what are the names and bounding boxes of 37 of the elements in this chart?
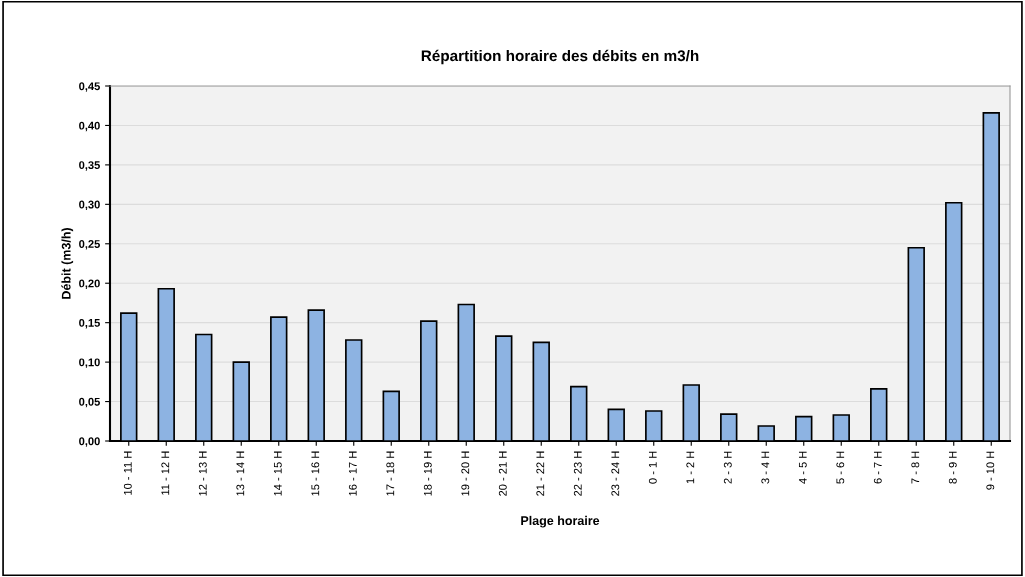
x-tick-label: 18 - 19 H [423,451,432,496]
x-tick-label: 4 - 5 H [798,451,807,484]
x-tick-label: 0 - 1 H [648,451,657,484]
x-tick-label: 20 - 21 H [498,451,507,496]
y-tick-label: 0,30 [79,200,100,211]
y-tick-label: 0,35 [79,161,100,171]
x-tick-label: 21 - 22 H [536,451,545,496]
x-tick-label: 11 - 12 H [161,451,170,495]
x-tick-label: 5 - 6 H [836,451,845,484]
x-tick-label: 14 - 15 H [273,451,282,496]
x-tick-label: 19 - 20 H [461,451,470,496]
y-tick-label: 0,20 [79,279,100,289]
y-tick-label: 0,00 [79,437,100,447]
x-tick-label: 17 - 18 H [386,451,395,496]
x-tick-label: 2 - 3 H [723,451,732,484]
x-tick-label: 3 - 4 H [761,451,770,484]
x-tick-label: 7 - 8 H [911,451,920,484]
x-tick-label: 22 - 23 H [573,451,582,496]
x-tick-label: 23 - 24 H [611,451,620,496]
y-tick-label: 0,05 [79,397,100,408]
x-tick-label: 12 - 13 H [198,451,207,496]
x-tick-label: 16 - 17 H [348,451,357,496]
y-tick-label: 0,40 [79,121,100,132]
x-tick-label: 15 - 16 H [311,451,320,496]
x-tick-label: 9 - 10 H [986,451,995,490]
x-axis-title: Plage horaire [521,515,600,528]
x-tick-label: 1 - 2 H [686,451,695,484]
x-tick-label: 10 - 11 H [123,451,132,495]
y-tick-label: 0,10 [79,358,100,368]
x-tick-label: 6 - 7 H [873,451,882,484]
y-axis-title: Débit (m3/h) [61,228,74,299]
chart-title: Répartition horaire des débits en m3/h [421,49,699,65]
x-tick-label: 13 - 14 H [236,451,245,496]
y-tick-label: 0,25 [79,240,100,250]
y-tick-label: 0,15 [79,318,100,329]
x-tick-label: 8 - 9 H [948,451,957,484]
y-tick-label: 0,45 [79,82,100,92]
